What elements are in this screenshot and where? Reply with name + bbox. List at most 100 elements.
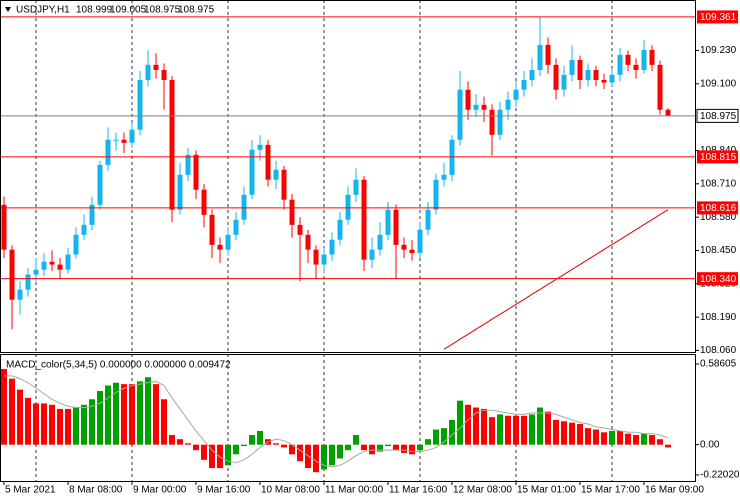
macd-bar xyxy=(409,444,415,455)
candle-body xyxy=(33,269,39,275)
macd-bar xyxy=(529,414,535,445)
macd-bar xyxy=(185,443,191,445)
macd-bar xyxy=(25,397,31,445)
candle-body xyxy=(545,44,551,65)
macd-bar xyxy=(633,435,639,445)
candle-body xyxy=(409,249,415,254)
price-panel xyxy=(0,16,695,350)
macd-bar xyxy=(161,399,167,445)
candle-body xyxy=(209,214,215,245)
candle-body xyxy=(593,69,599,80)
candle-body xyxy=(393,209,399,245)
candle-body xyxy=(129,129,135,143)
candle-body xyxy=(537,44,543,70)
signal-line xyxy=(4,375,669,468)
candle-body xyxy=(553,64,559,90)
price-label: 108.975 xyxy=(700,111,737,122)
candle-body xyxy=(225,234,231,250)
macd-bar xyxy=(569,422,575,445)
candle-body xyxy=(337,219,343,240)
candle-body xyxy=(89,204,95,225)
candle-body xyxy=(113,139,119,141)
x-tick-label: 12 Mar 08:00 xyxy=(453,485,512,496)
macd-bar xyxy=(577,424,583,445)
macd-bar xyxy=(9,378,15,445)
macd-bar xyxy=(649,435,655,445)
candle-body xyxy=(249,149,255,195)
candle-body xyxy=(513,89,519,100)
x-tick-label: 8 Mar 08:00 xyxy=(69,485,123,496)
symbol-title: USDJPY,H1 xyxy=(16,5,70,16)
macd-bar xyxy=(345,444,351,451)
candle-body xyxy=(153,64,159,70)
price-label-box xyxy=(696,108,739,123)
macd-bar xyxy=(129,384,135,445)
macd-frame xyxy=(0,354,696,482)
candle-body xyxy=(665,109,671,116)
candle-body xyxy=(385,209,391,235)
candle-body xyxy=(273,169,279,180)
macd-bar xyxy=(305,444,311,469)
candle-body xyxy=(585,69,591,80)
candle-body xyxy=(57,264,63,270)
macd-bar xyxy=(377,444,383,452)
candle-body xyxy=(601,79,607,83)
candle-body xyxy=(353,179,359,195)
macd-bar xyxy=(537,407,543,445)
macd-bar xyxy=(593,429,599,445)
macd-bar xyxy=(641,433,647,445)
candle-body xyxy=(417,229,423,254)
candle-body xyxy=(377,234,383,250)
macd-bar xyxy=(489,417,495,445)
candle-body xyxy=(289,199,295,225)
header-close: 108.975 xyxy=(178,5,215,16)
candle-body xyxy=(649,49,655,65)
menu-arrow xyxy=(5,7,11,12)
candle-body xyxy=(137,79,143,130)
candle-body xyxy=(489,109,495,135)
candle-body xyxy=(497,109,503,135)
macd-bar xyxy=(313,444,319,473)
candle-body xyxy=(361,179,367,260)
macd-bar xyxy=(169,435,175,445)
macd-bar xyxy=(97,391,103,445)
macd-bar xyxy=(289,444,295,455)
level-label: 109.361 xyxy=(700,12,737,23)
header-high: 109.005 xyxy=(110,5,147,16)
candle-body xyxy=(577,59,583,80)
y-tick-label: 0.58605 xyxy=(700,359,737,370)
candle-body xyxy=(1,204,7,250)
candle-body xyxy=(641,49,647,70)
y-tick-label: 108.580 xyxy=(700,212,737,223)
candle-body xyxy=(121,139,127,143)
macd-bar xyxy=(457,400,463,445)
macd-bar xyxy=(417,444,423,451)
candle-body xyxy=(609,74,615,83)
macd-bar xyxy=(553,419,559,445)
price-frame xyxy=(0,0,696,353)
candle-body xyxy=(145,64,151,80)
macd-bar xyxy=(337,444,343,459)
macd-bar xyxy=(57,408,63,445)
candle-body xyxy=(65,254,71,270)
macd-bar xyxy=(193,444,199,451)
macd-bar xyxy=(449,419,455,445)
candle-body xyxy=(185,154,191,175)
macd-bar xyxy=(41,403,47,445)
macd-bar xyxy=(433,429,439,445)
candle-body xyxy=(49,261,55,265)
macd-bar xyxy=(465,404,471,445)
y-tick-label: 109.100 xyxy=(700,78,737,89)
macd-bar xyxy=(617,430,623,445)
level-label-box xyxy=(697,10,738,24)
macd-bar xyxy=(561,421,567,445)
macd-bar xyxy=(73,407,79,445)
macd-bar xyxy=(273,443,279,445)
macd-bar xyxy=(145,377,151,445)
candle-body xyxy=(457,89,463,140)
candle-body xyxy=(193,154,199,190)
macd-bar xyxy=(665,444,671,448)
macd-bar xyxy=(585,428,591,445)
macd-bar xyxy=(81,404,87,445)
candle-body xyxy=(305,234,311,250)
